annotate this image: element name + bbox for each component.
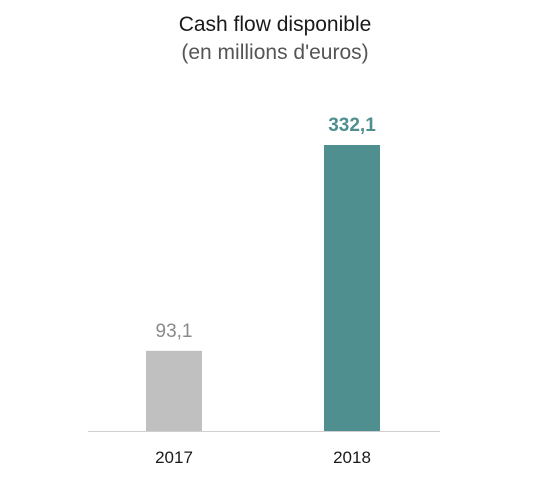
data-label-2017: 93,1 [156, 321, 193, 342]
x-tick-label-2017: 2017 [155, 448, 193, 467]
data-label-2018: 332,1 [328, 115, 376, 136]
chart-subtitle: (en millions d'euros) [181, 41, 369, 64]
chart-title: Cash flow disponible [178, 13, 372, 36]
x-tick-label-2018: 2018 [333, 448, 371, 467]
bar-2018 [324, 145, 380, 431]
bar-2017 [146, 350, 202, 431]
